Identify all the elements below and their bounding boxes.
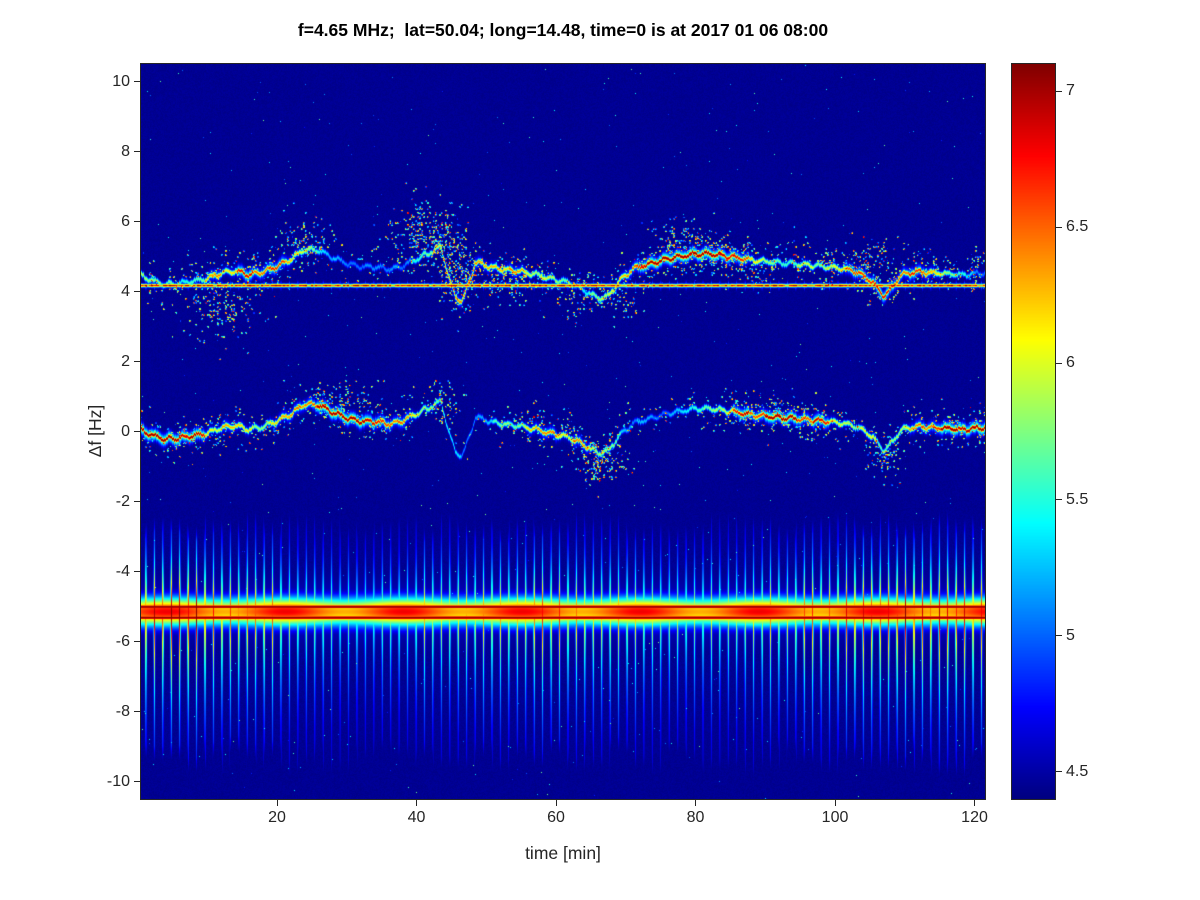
- y-tick-label: 0: [121, 422, 130, 440]
- y-tick-mark: [134, 81, 140, 82]
- colorbar-tick-label: 5: [1066, 626, 1075, 644]
- colorbar-tick-mark: [1056, 90, 1062, 92]
- x-tick-mark: [416, 800, 418, 806]
- y-tick-label: 8: [121, 142, 130, 160]
- x-tick-label: 100: [821, 809, 849, 826]
- colorbar-tick-label: 4.5: [1066, 762, 1089, 780]
- x-tick-label: 80: [686, 809, 705, 826]
- colorbar-tick-label: 5.5: [1066, 490, 1089, 508]
- x-tick-mark: [276, 800, 278, 806]
- y-tick-mark: [134, 221, 140, 222]
- x-tick-mark: [834, 800, 836, 806]
- y-tick-label: 6: [121, 212, 130, 230]
- y-tick-label: -10: [106, 772, 130, 790]
- y-tick-mark: [134, 501, 140, 502]
- colorbar: [1011, 63, 1056, 800]
- x-tick-mark: [695, 800, 697, 806]
- y-tick-label: 4: [121, 282, 130, 300]
- y-tick-mark: [134, 151, 140, 152]
- y-tick-label: -4: [115, 562, 130, 580]
- y-tick-label: -2: [115, 492, 130, 510]
- colorbar-tick-label: 7: [1066, 82, 1075, 100]
- colorbar-tick-label: 6.5: [1066, 218, 1089, 236]
- y-tick-label: -6: [115, 632, 130, 650]
- y-tick-label: 10: [112, 72, 130, 90]
- colorbar-tick-mark: [1056, 771, 1062, 773]
- colorbar-tick-mark: [1056, 499, 1062, 501]
- y-tick-mark: [134, 431, 140, 432]
- colorbar-tick-mark: [1056, 362, 1062, 364]
- x-tick-mark: [974, 800, 976, 806]
- colorbar-tick-mark: [1056, 226, 1062, 228]
- y-tick-mark: [134, 781, 140, 782]
- y-tick-mark: [134, 361, 140, 362]
- spectrogram-heatmap: [140, 63, 986, 800]
- y-tick-label: -8: [115, 702, 130, 720]
- x-tick-label: 20: [268, 809, 286, 826]
- x-tick-label: 40: [407, 809, 426, 826]
- x-tick-mark: [555, 800, 557, 806]
- x-tick-label: 60: [547, 809, 565, 826]
- colorbar-tick-label: 6: [1066, 354, 1075, 372]
- y-tick-mark: [134, 711, 140, 712]
- plot-title: f=4.65 MHz; lat=50.04; long=14.48, time=…: [297, 20, 829, 40]
- x-axis-label: time [min]: [525, 843, 601, 863]
- colorbar-tick-mark: [1056, 635, 1062, 637]
- x-tick-label: 120: [961, 809, 988, 826]
- y-tick-mark: [134, 291, 140, 292]
- y-tick-mark: [134, 641, 140, 642]
- y-tick-label: 2: [121, 352, 130, 370]
- y-tick-mark: [134, 571, 140, 572]
